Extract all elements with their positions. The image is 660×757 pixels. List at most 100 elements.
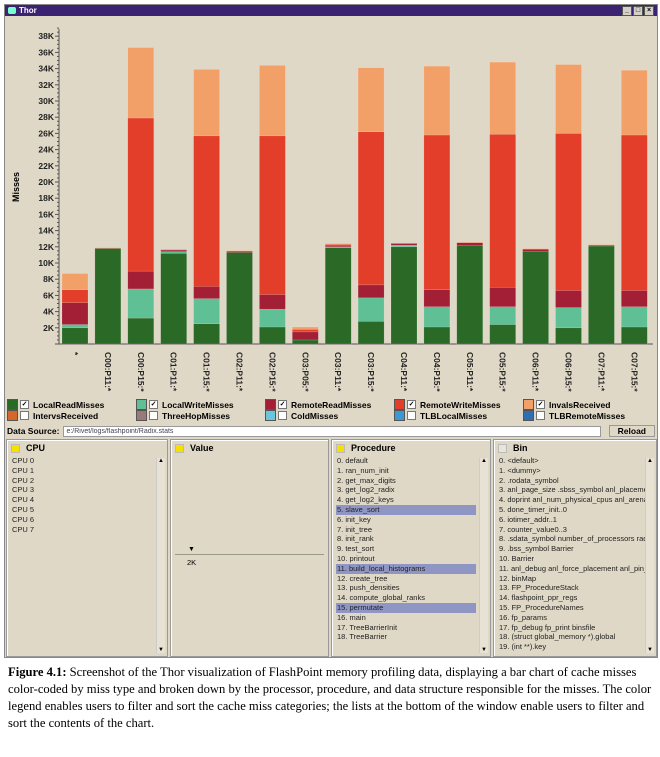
list-item[interactable]: 10. Barrier [499, 553, 535, 563]
legend-swatch[interactable] [136, 410, 147, 421]
legend-checkbox[interactable] [20, 411, 29, 420]
scroll-up-icon[interactable]: ▲ [158, 458, 164, 464]
list-item[interactable]: 15. FP_ProcedureNames [499, 602, 584, 612]
legend-swatch[interactable] [7, 410, 18, 421]
list-item[interactable]: CPU 3 [12, 485, 35, 495]
list-item[interactable]: 14. flashpoint_ppr_regs [499, 593, 578, 603]
scrollbar[interactable]: ▲ ▼ [479, 458, 488, 653]
list-item[interactable]: CPU 2 [12, 475, 35, 485]
list-item[interactable]: 5. slave_sort [336, 504, 476, 515]
filter-toggle-icon[interactable] [11, 443, 20, 453]
list-item[interactable]: 6. init_key [337, 514, 371, 524]
legend-swatch[interactable] [394, 410, 405, 421]
list-item[interactable]: 3. anl_page_size .sbss_symbol anl_placem… [499, 485, 648, 495]
legend-swatch[interactable] [265, 410, 276, 421]
filter-toggle-icon[interactable] [336, 443, 345, 453]
list-item[interactable]: 6. iotimer_addr..1 [499, 514, 557, 524]
legend-swatch[interactable] [523, 399, 534, 410]
list-item[interactable]: CPU 6 [12, 514, 35, 524]
legend-swatch[interactable] [136, 399, 147, 410]
legend-checkbox[interactable] [536, 411, 545, 420]
list-item[interactable]: 12. binMap [499, 573, 537, 583]
value-slider-track[interactable] [175, 554, 324, 555]
list-item[interactable]: 2. .rodata_symbol [499, 475, 559, 485]
list-item[interactable]: 1. <dummy> [499, 465, 541, 475]
list-item[interactable]: 14. compute_global_ranks [337, 593, 425, 603]
legend-item[interactable]: ✓ RemoteReadMisses [265, 399, 394, 410]
list-item[interactable]: 18. TreeBarrier [337, 632, 388, 642]
list-item[interactable]: 0. default [337, 456, 368, 465]
maximize-button[interactable]: □ [633, 6, 643, 16]
legend-checkbox[interactable]: ✓ [407, 400, 416, 409]
list-item[interactable]: 9. .bss_symbol Barrier [499, 544, 574, 554]
scroll-up-icon[interactable]: ▲ [481, 458, 487, 464]
legend-checkbox[interactable] [278, 411, 287, 420]
list-item[interactable]: CPU 5 [12, 504, 35, 514]
legend-item[interactable]: ✓ RemoteWriteMisses [394, 399, 523, 410]
list-item[interactable]: 17. fp_debug fp_print binsfile [499, 622, 596, 632]
scrollbar[interactable]: ▲ ▼ [645, 458, 654, 653]
legend-item[interactable]: ✓ LocalReadMisses [7, 399, 136, 410]
scroll-up-icon[interactable]: ▲ [647, 458, 653, 464]
list-item[interactable]: 11. anl_debug anl_force_placement anl_pi… [499, 563, 651, 573]
legend-swatch[interactable] [7, 399, 18, 410]
scroll-down-icon[interactable]: ▼ [647, 647, 653, 653]
legend-checkbox[interactable] [149, 411, 158, 420]
list-item[interactable]: 4. get_log2_keys [337, 495, 394, 505]
minimize-button[interactable]: _ [622, 6, 632, 16]
list-item[interactable]: 19. (int **).key [499, 642, 547, 652]
list-item[interactable]: 17. TreeBarrierInit [337, 622, 398, 632]
legend-item[interactable]: IntervsReceived [7, 410, 136, 421]
legend-checkbox[interactable]: ✓ [20, 400, 29, 409]
scroll-down-icon[interactable]: ▼ [158, 647, 164, 653]
list-item[interactable]: 12. create_tree [337, 573, 388, 583]
bar-segment-remotereadmisses [423, 289, 451, 307]
legend-swatch[interactable] [394, 399, 405, 410]
close-button[interactable]: × [644, 6, 654, 16]
list-item[interactable]: 8. .sdata_symbol number_of_processors ra… [499, 534, 650, 544]
list-item[interactable]: 15. permutate [336, 602, 476, 613]
list-item[interactable]: 13. push_densities [337, 583, 400, 593]
reload-button[interactable]: Reload [608, 425, 655, 437]
legend-checkbox[interactable] [407, 411, 416, 420]
list-item[interactable]: 10. printout [337, 553, 375, 563]
list-item[interactable]: 5. done_timer_init..0 [499, 504, 567, 514]
list-item[interactable]: 7. counter_value0..3 [499, 524, 567, 534]
scroll-down-icon[interactable]: ▼ [481, 647, 487, 653]
legend-checkbox[interactable]: ✓ [278, 400, 287, 409]
list-item[interactable]: CPU 7 [12, 524, 35, 534]
legend-checkbox[interactable]: ✓ [536, 400, 545, 409]
legend-item[interactable]: ✓ LocalWriteMisses [136, 399, 265, 410]
bar-segment-localwritemisses [259, 308, 286, 328]
list-item[interactable]: 16. main [337, 612, 366, 622]
legend-checkbox[interactable]: ✓ [149, 400, 158, 409]
list-item[interactable]: 4. doprint anl_num_physical_cpus anl_are… [499, 495, 653, 505]
scrollbar[interactable]: ▲ ▼ [156, 458, 165, 653]
list-item[interactable]: CPU 0 [12, 456, 35, 465]
data-source-input[interactable] [63, 425, 601, 437]
list-item[interactable]: 8. init_rank [337, 534, 374, 544]
bar-segment-remotereadmisses [522, 248, 549, 252]
legend-swatch[interactable] [523, 410, 534, 421]
filter-toggle-icon[interactable] [175, 443, 184, 453]
list-item[interactable]: 0. <default> [499, 456, 539, 465]
list-item[interactable]: 7. init_tree [337, 524, 373, 534]
value-slider-handle-icon[interactable]: ▼ [188, 546, 195, 553]
list-item[interactable]: CPU 1 [12, 465, 35, 475]
list-item[interactable]: 11. build_local_histograms [336, 563, 476, 574]
list-item[interactable]: 1. ran_num_init [337, 465, 389, 475]
list-item[interactable]: CPU 4 [12, 495, 35, 505]
list-item[interactable]: 18. (struct global_memory *).global [499, 632, 616, 642]
list-item[interactable]: 16. fp_params [499, 612, 547, 622]
legend-item[interactable]: ColdMisses [265, 410, 394, 421]
legend-item[interactable]: TLBRemoteMisses [523, 410, 652, 421]
list-item[interactable]: 2. get_max_digits [337, 475, 396, 485]
list-item[interactable]: 9. test_sort [337, 544, 375, 554]
legend-swatch[interactable] [265, 399, 276, 410]
list-item[interactable]: 3. get_log2_radix [337, 485, 395, 495]
legend-item[interactable]: TLBLocalMisses [394, 410, 523, 421]
filter-toggle-icon[interactable] [498, 443, 507, 453]
legend-item[interactable]: ✓ InvalsReceived [523, 399, 652, 410]
legend-item[interactable]: ThreeHopMisses [136, 410, 265, 421]
list-item[interactable]: 13. FP_ProcedureStack [499, 583, 579, 593]
